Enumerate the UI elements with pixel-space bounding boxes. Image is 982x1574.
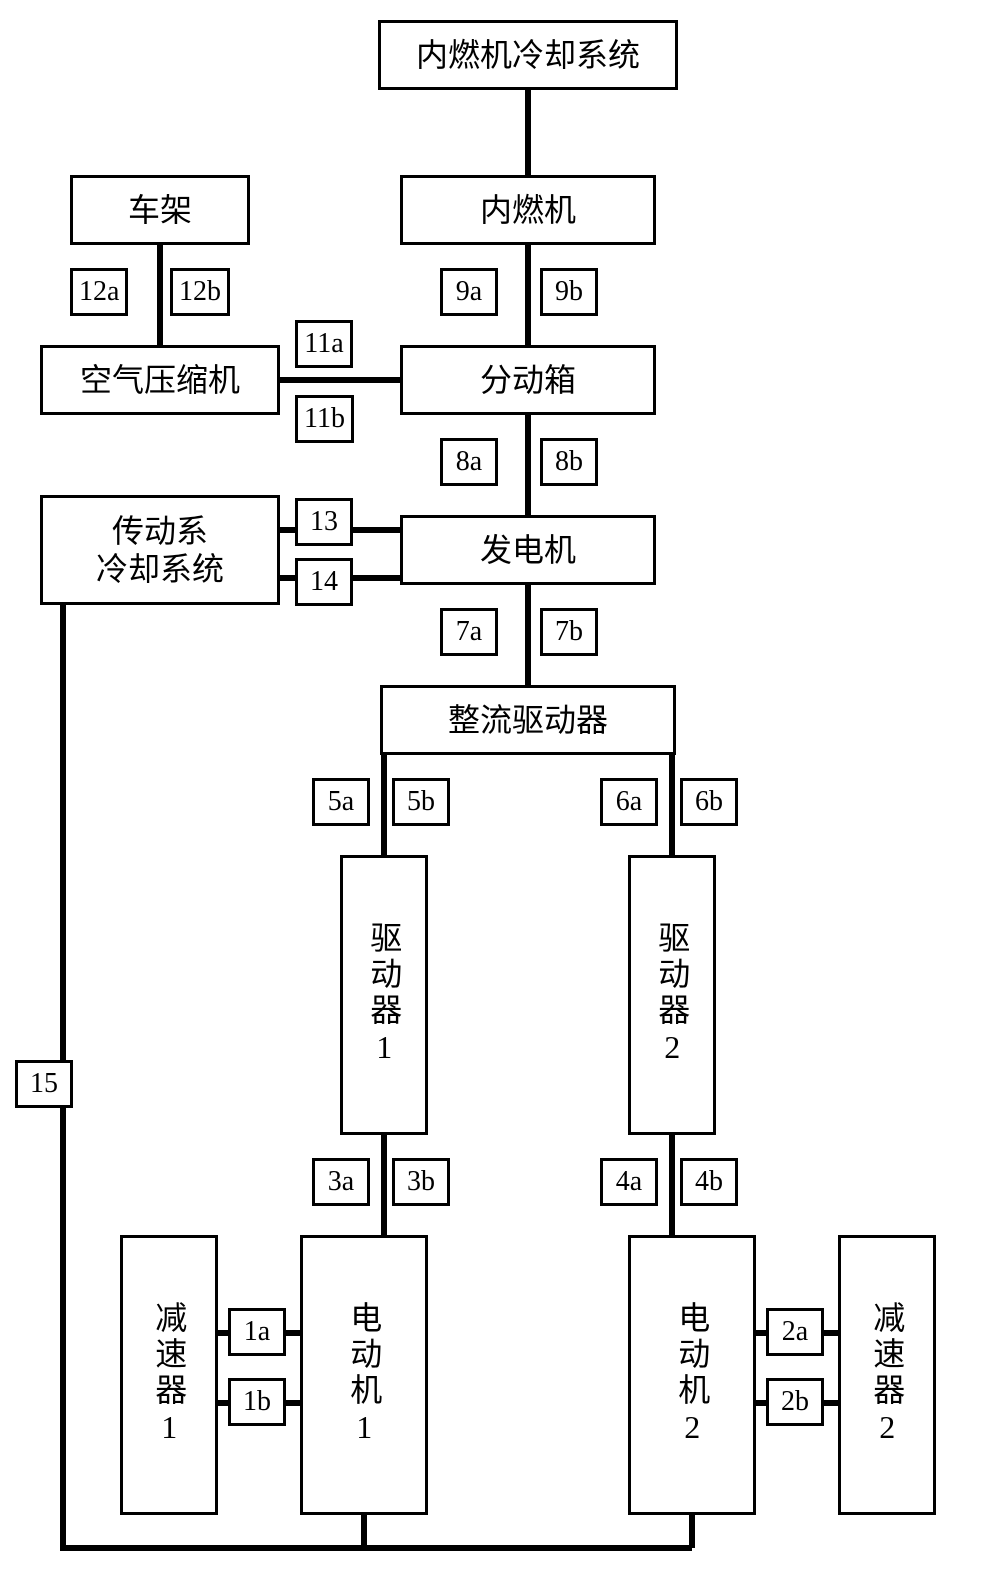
label-9b: 9b bbox=[540, 268, 598, 316]
text-motor1: 电动机1 bbox=[345, 1301, 383, 1449]
text-2a: 2a bbox=[782, 1316, 808, 1348]
text-cooling-ice: 内燃机冷却系统 bbox=[416, 36, 640, 74]
text-1a: 1a bbox=[244, 1316, 270, 1348]
line-15-horz-bottom bbox=[60, 1545, 692, 1551]
text-6a: 6a bbox=[616, 786, 642, 818]
line-cooling-ice bbox=[525, 90, 531, 175]
box-driver1: 驱动器1 bbox=[340, 855, 428, 1135]
box-motor1: 电动机1 bbox=[300, 1235, 428, 1515]
label-6b: 6b bbox=[680, 778, 738, 826]
label-12b: 12b bbox=[170, 268, 230, 316]
text-driver2: 驱动器2 bbox=[653, 921, 691, 1069]
line-rect-drv2 bbox=[669, 755, 675, 855]
box-motor2: 电动机2 bbox=[628, 1235, 756, 1515]
box-drivetrain-cooling: 传动系 冷却系统 bbox=[40, 495, 280, 605]
box-generator: 发电机 bbox=[400, 515, 656, 585]
text-9b: 9b bbox=[555, 276, 583, 308]
text-3a: 3a bbox=[328, 1166, 354, 1198]
label-15: 15 bbox=[15, 1060, 73, 1108]
text-reducer2: 减速器2 bbox=[868, 1301, 906, 1449]
text-9a: 9a bbox=[456, 276, 482, 308]
line-frame-compressor bbox=[157, 245, 163, 345]
text-5a: 5a bbox=[328, 786, 354, 818]
label-13: 13 bbox=[295, 498, 353, 546]
text-2b: 2b bbox=[781, 1386, 809, 1418]
label-2b: 2b bbox=[766, 1378, 824, 1426]
text-11b: 11b bbox=[304, 403, 345, 435]
line-transfer-generator bbox=[525, 415, 531, 515]
box-reducer1: 减速器1 bbox=[120, 1235, 218, 1515]
label-5a: 5a bbox=[312, 778, 370, 826]
label-3a: 3a bbox=[312, 1158, 370, 1206]
text-7a: 7a bbox=[456, 616, 482, 648]
line-generator-rectifier bbox=[525, 585, 531, 685]
label-9a: 9a bbox=[440, 268, 498, 316]
box-compressor: 空气压缩机 bbox=[40, 345, 280, 415]
text-4a: 4a bbox=[616, 1166, 642, 1198]
label-1a: 1a bbox=[228, 1308, 286, 1356]
text-generator: 发电机 bbox=[480, 531, 576, 569]
line-drv2-mot2 bbox=[669, 1135, 675, 1235]
label-5b: 5b bbox=[392, 778, 450, 826]
box-transfer: 分动箱 bbox=[400, 345, 656, 415]
label-7a: 7a bbox=[440, 608, 498, 656]
text-4b: 4b bbox=[695, 1166, 723, 1198]
line-drv1-mot1 bbox=[381, 1135, 387, 1235]
text-transfer: 分动箱 bbox=[480, 361, 576, 399]
label-7b: 7b bbox=[540, 608, 598, 656]
text-12b: 12b bbox=[179, 276, 221, 308]
label-11b: 11b bbox=[295, 395, 354, 443]
label-11a: 11a bbox=[295, 320, 353, 368]
box-cooling-ice: 内燃机冷却系统 bbox=[378, 20, 678, 90]
text-1b: 1b bbox=[243, 1386, 271, 1418]
text-drivetrain-cooling: 传动系 冷却系统 bbox=[96, 512, 224, 589]
text-7b: 7b bbox=[555, 616, 583, 648]
line-ice-transfer bbox=[525, 245, 531, 345]
text-6b: 6b bbox=[695, 786, 723, 818]
label-8b: 8b bbox=[540, 438, 598, 486]
box-rectifier: 整流驱动器 bbox=[380, 685, 676, 755]
label-12a: 12a bbox=[70, 268, 128, 316]
box-driver2: 驱动器2 bbox=[628, 855, 716, 1135]
line-15-up-mot2 bbox=[689, 1515, 695, 1548]
label-4a: 4a bbox=[600, 1158, 658, 1206]
text-8b: 8b bbox=[555, 446, 583, 478]
text-driver1: 驱动器1 bbox=[365, 921, 403, 1069]
text-compressor: 空气压缩机 bbox=[80, 361, 240, 399]
text-12a: 12a bbox=[79, 276, 119, 308]
text-11a: 11a bbox=[304, 328, 343, 360]
label-3b: 3b bbox=[392, 1158, 450, 1206]
label-1b: 1b bbox=[228, 1378, 286, 1426]
text-reducer1: 减速器1 bbox=[150, 1301, 188, 1449]
text-8a: 8a bbox=[456, 446, 482, 478]
text-frame: 车架 bbox=[128, 191, 192, 229]
text-ice: 内燃机 bbox=[480, 191, 576, 229]
line-15-up-mot1 bbox=[361, 1515, 367, 1548]
text-5b: 5b bbox=[407, 786, 435, 818]
label-4b: 4b bbox=[680, 1158, 738, 1206]
label-6a: 6a bbox=[600, 778, 658, 826]
text-15: 15 bbox=[30, 1068, 58, 1100]
text-13: 13 bbox=[310, 506, 338, 538]
line-rect-drv1 bbox=[381, 755, 387, 855]
text-14: 14 bbox=[310, 566, 338, 598]
box-reducer2: 减速器2 bbox=[838, 1235, 936, 1515]
label-8a: 8a bbox=[440, 438, 498, 486]
box-ice: 内燃机 bbox=[400, 175, 656, 245]
line-compressor-transfer bbox=[280, 377, 400, 383]
box-frame: 车架 bbox=[70, 175, 250, 245]
text-motor2: 电动机2 bbox=[673, 1301, 711, 1449]
label-2a: 2a bbox=[766, 1308, 824, 1356]
text-3b: 3b bbox=[407, 1166, 435, 1198]
label-14: 14 bbox=[295, 558, 353, 606]
text-rectifier: 整流驱动器 bbox=[448, 701, 608, 739]
